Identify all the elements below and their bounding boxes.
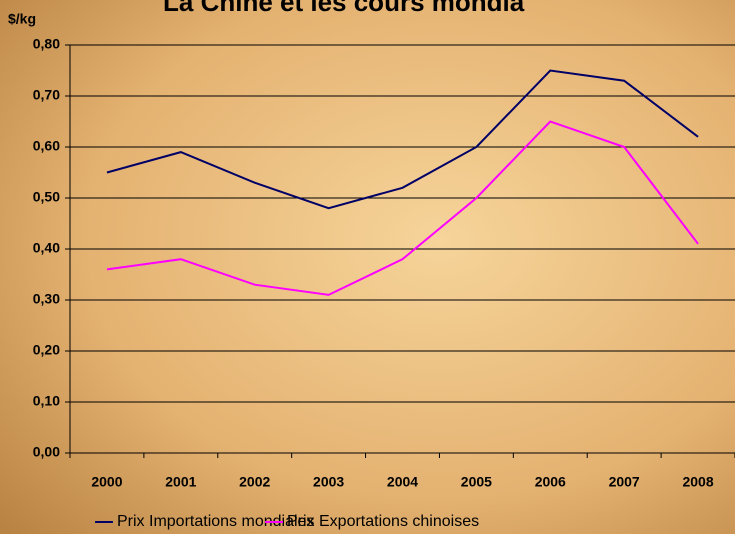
y-tick-label: 0,70 bbox=[33, 87, 60, 103]
x-tick-label: 2001 bbox=[165, 474, 196, 490]
x-tick-label: 2005 bbox=[461, 474, 492, 490]
x-tick-label: 2004 bbox=[387, 474, 418, 490]
legend-text: Prix Importations mondiales bbox=[117, 513, 314, 530]
y-tick-label: 0,30 bbox=[33, 291, 60, 307]
x-tick-label: 2002 bbox=[239, 474, 270, 490]
y-axis-label: $/kg bbox=[8, 11, 36, 27]
y-tick-label: 0,10 bbox=[33, 393, 60, 409]
y-tick-label: 0,00 bbox=[33, 444, 60, 460]
chart: La Chine et les cours mondia $/kg 0,00 0,… bbox=[0, 0, 735, 534]
x-tick-label: 2003 bbox=[313, 474, 344, 490]
x-tick-label: 2006 bbox=[535, 474, 566, 490]
y-tick-label: 0,60 bbox=[33, 138, 60, 154]
x-tick-label: 2007 bbox=[609, 474, 640, 490]
legend-text: Prix Exportations chinoises bbox=[287, 513, 479, 530]
x-tick-label: 2008 bbox=[682, 474, 713, 490]
y-tick-label: 0,80 bbox=[33, 36, 60, 52]
chart-title: La Chine et les cours mondia bbox=[163, 0, 525, 17]
y-tick-label: 0,20 bbox=[33, 342, 60, 358]
x-tick-label: 2000 bbox=[91, 474, 122, 490]
y-tick-label: 0,50 bbox=[33, 189, 60, 205]
y-tick-label: 0,40 bbox=[33, 240, 60, 256]
